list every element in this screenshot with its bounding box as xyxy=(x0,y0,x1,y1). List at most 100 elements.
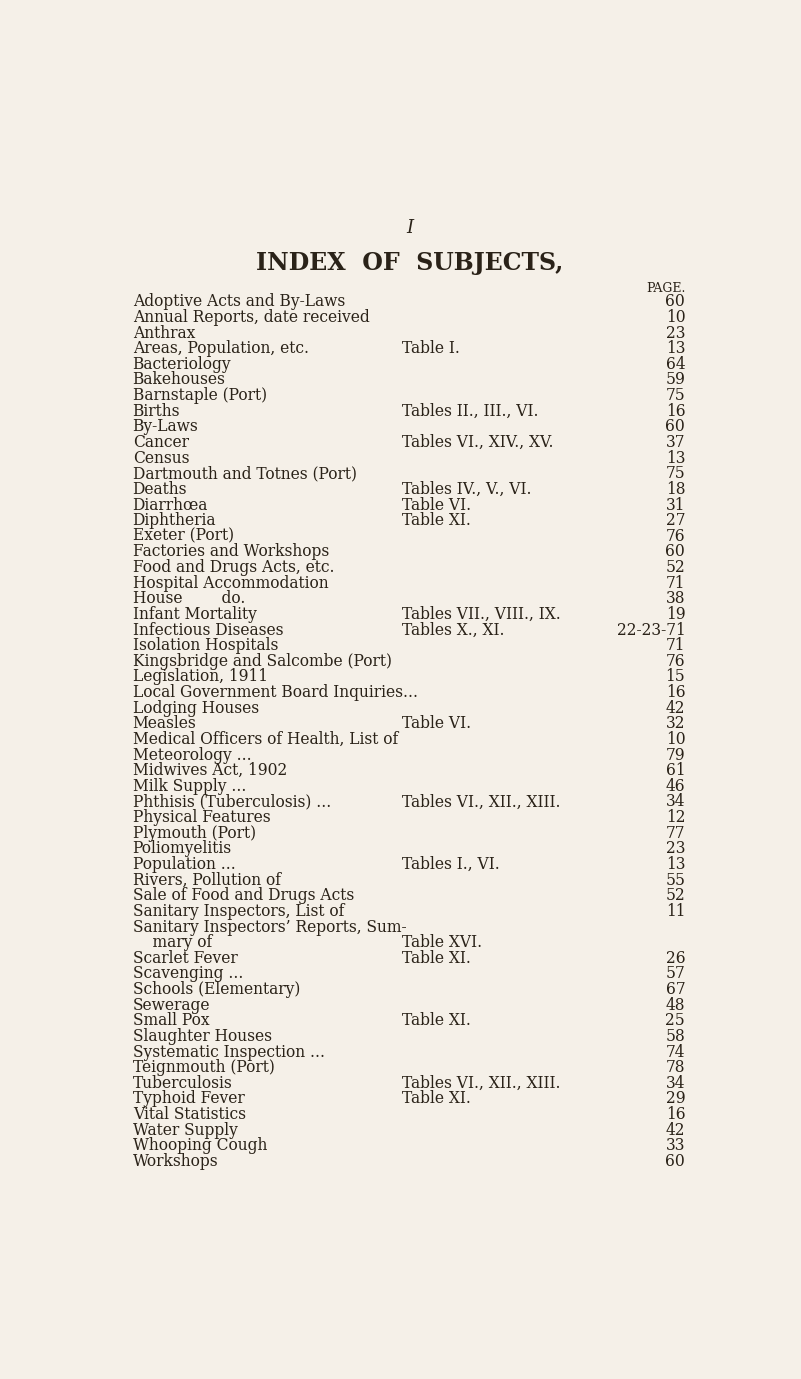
Text: Bakehouses: Bakehouses xyxy=(133,371,226,389)
Text: 12: 12 xyxy=(666,809,685,826)
Text: 46: 46 xyxy=(666,778,685,794)
Text: Tables VI., XIV., XV.: Tables VI., XIV., XV. xyxy=(402,434,553,451)
Text: Tables IV., V., VI.: Tables IV., V., VI. xyxy=(402,481,532,498)
Text: INDEX  OF  SUBJECTS,: INDEX OF SUBJECTS, xyxy=(256,251,564,274)
Text: Barnstaple (Port): Barnstaple (Port) xyxy=(133,387,267,404)
Text: Census: Census xyxy=(133,450,189,466)
Text: Food and Drugs Acts, etc.: Food and Drugs Acts, etc. xyxy=(133,558,334,576)
Text: Births: Births xyxy=(133,403,180,419)
Text: 76: 76 xyxy=(666,652,685,670)
Text: Infant Mortality: Infant Mortality xyxy=(133,605,256,623)
Text: 71: 71 xyxy=(666,575,685,592)
Text: 23: 23 xyxy=(666,840,685,858)
Text: Diarrhœa: Diarrhœa xyxy=(133,496,208,513)
Text: Table XI.: Table XI. xyxy=(402,1091,471,1107)
Text: 37: 37 xyxy=(666,434,685,451)
Text: 42: 42 xyxy=(666,699,685,717)
Text: 13: 13 xyxy=(666,856,685,873)
Text: 11: 11 xyxy=(666,903,685,920)
Text: Milk Supply ...: Milk Supply ... xyxy=(133,778,246,794)
Text: Table XVI.: Table XVI. xyxy=(402,934,482,952)
Text: Factories and Workshops: Factories and Workshops xyxy=(133,543,329,560)
Text: Sale of Food and Drugs Acts: Sale of Food and Drugs Acts xyxy=(133,887,354,905)
Text: 55: 55 xyxy=(666,872,685,888)
Text: Isolation Hospitals: Isolation Hospitals xyxy=(133,637,278,654)
Text: Cancer: Cancer xyxy=(133,434,189,451)
Text: Rivers, Pollution of: Rivers, Pollution of xyxy=(133,872,280,888)
Text: 16: 16 xyxy=(666,1106,685,1123)
Text: I: I xyxy=(407,219,413,237)
Text: Measles: Measles xyxy=(133,716,196,732)
Text: 42: 42 xyxy=(666,1121,685,1139)
Text: Deaths: Deaths xyxy=(133,481,187,498)
Text: Table XI.: Table XI. xyxy=(402,1012,471,1029)
Text: 75: 75 xyxy=(666,465,685,483)
Text: Table XI.: Table XI. xyxy=(402,950,471,967)
Text: 26: 26 xyxy=(666,950,685,967)
Text: Legislation, 1911: Legislation, 1911 xyxy=(133,669,268,685)
Text: 78: 78 xyxy=(666,1059,685,1076)
Text: Areas, Population, etc.: Areas, Population, etc. xyxy=(133,341,308,357)
Text: 52: 52 xyxy=(666,887,685,905)
Text: 16: 16 xyxy=(666,684,685,701)
Text: Sanitary Inspectors, List of: Sanitary Inspectors, List of xyxy=(133,903,344,920)
Text: Typhoid Fever: Typhoid Fever xyxy=(133,1091,244,1107)
Text: Tuberculosis: Tuberculosis xyxy=(133,1074,232,1092)
Text: Table I.: Table I. xyxy=(402,341,461,357)
Text: 60: 60 xyxy=(666,294,685,310)
Text: 18: 18 xyxy=(666,481,685,498)
Text: 38: 38 xyxy=(666,590,685,607)
Text: Sewerage: Sewerage xyxy=(133,997,210,1014)
Text: 61: 61 xyxy=(666,763,685,779)
Text: 64: 64 xyxy=(666,356,685,372)
Text: Slaughter Houses: Slaughter Houses xyxy=(133,1027,272,1045)
Text: 48: 48 xyxy=(666,997,685,1014)
Text: 74: 74 xyxy=(666,1044,685,1060)
Text: House        do.: House do. xyxy=(133,590,245,607)
Text: Physical Features: Physical Features xyxy=(133,809,270,826)
Text: 67: 67 xyxy=(666,980,685,998)
Text: Poliomyelitis: Poliomyelitis xyxy=(133,840,231,858)
Text: Tables II., III., VI.: Tables II., III., VI. xyxy=(402,403,539,419)
Text: 58: 58 xyxy=(666,1027,685,1045)
Text: 75: 75 xyxy=(666,387,685,404)
Text: 23: 23 xyxy=(666,324,685,342)
Text: 31: 31 xyxy=(666,496,685,513)
Text: Tables X., XI.: Tables X., XI. xyxy=(402,622,505,638)
Text: Local Government Board Inquiries...: Local Government Board Inquiries... xyxy=(133,684,417,701)
Text: Midwives Act, 1902: Midwives Act, 1902 xyxy=(133,763,287,779)
Text: Table XI.: Table XI. xyxy=(402,512,471,530)
Text: 27: 27 xyxy=(666,512,685,530)
Text: Tables VI., XII., XIII.: Tables VI., XII., XIII. xyxy=(402,793,561,811)
Text: Sanitary Inspectors’ Reports, Sum-: Sanitary Inspectors’ Reports, Sum- xyxy=(133,918,406,935)
Text: 60: 60 xyxy=(666,1153,685,1169)
Text: Dartmouth and Totnes (Port): Dartmouth and Totnes (Port) xyxy=(133,465,356,483)
Text: Phthisis (Tuberculosis) ...: Phthisis (Tuberculosis) ... xyxy=(133,793,331,811)
Text: Water Supply: Water Supply xyxy=(133,1121,238,1139)
Text: Exeter (Port): Exeter (Port) xyxy=(133,528,234,545)
Text: 34: 34 xyxy=(666,1074,685,1092)
Text: Medical Officers of Health, List of: Medical Officers of Health, List of xyxy=(133,731,398,747)
Text: Adoptive Acts and By-Laws: Adoptive Acts and By-Laws xyxy=(133,294,345,310)
Text: 33: 33 xyxy=(666,1138,685,1154)
Text: Meteorology ...: Meteorology ... xyxy=(133,746,252,764)
Text: Whooping Cough: Whooping Cough xyxy=(133,1138,267,1154)
Text: Tables I., VI.: Tables I., VI. xyxy=(402,856,500,873)
Text: Small Pox: Small Pox xyxy=(133,1012,209,1029)
Text: Teignmouth (Port): Teignmouth (Port) xyxy=(133,1059,275,1076)
Text: Scavenging ...: Scavenging ... xyxy=(133,965,243,982)
Text: 16: 16 xyxy=(666,403,685,419)
Text: Schools (Elementary): Schools (Elementary) xyxy=(133,980,300,998)
Text: 76: 76 xyxy=(666,528,685,545)
Text: Diphtheria: Diphtheria xyxy=(133,512,216,530)
Text: Table VI.: Table VI. xyxy=(402,496,472,513)
Text: 77: 77 xyxy=(666,825,685,841)
Text: 34: 34 xyxy=(666,793,685,811)
Text: Hospital Accommodation: Hospital Accommodation xyxy=(133,575,328,592)
Text: Tables VII., VIII., IX.: Tables VII., VIII., IX. xyxy=(402,605,562,623)
Text: mary of: mary of xyxy=(133,934,212,952)
Text: 22-23-71: 22-23-71 xyxy=(617,622,685,638)
Text: Annual Reports, date received: Annual Reports, date received xyxy=(133,309,369,325)
Text: Table VI.: Table VI. xyxy=(402,716,472,732)
Text: 32: 32 xyxy=(666,716,685,732)
